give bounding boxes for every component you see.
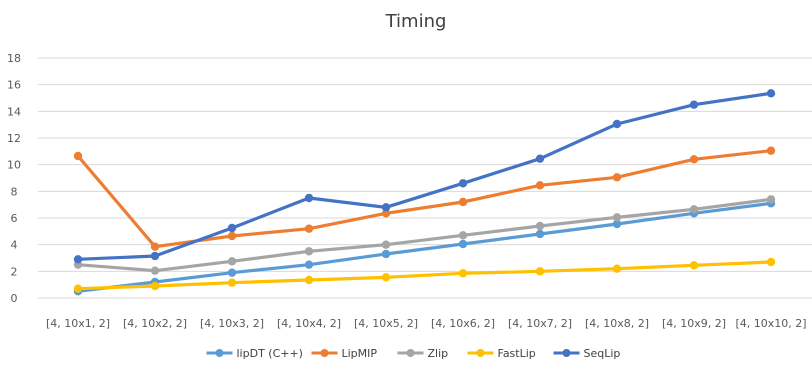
data-point bbox=[304, 275, 314, 285]
data-point bbox=[535, 154, 545, 163]
x-tick-label: [4, 10x1, 2] bbox=[46, 317, 110, 330]
series-fastlip bbox=[73, 257, 776, 293]
legend[interactable]: lipDT (C++) LipMIP Zlip FastLip SeqLip bbox=[206, 347, 621, 360]
x-tick-label: [4, 10x10, 2] bbox=[735, 317, 806, 330]
y-tick-label: 10 bbox=[7, 159, 21, 172]
x-tick-label: [4, 10x7, 2] bbox=[508, 317, 572, 330]
legend-label: LipMIP bbox=[342, 347, 378, 360]
series-zlip bbox=[73, 195, 776, 275]
chart-title: Timing bbox=[385, 11, 447, 32]
data-point bbox=[689, 205, 699, 214]
x-tick-label: [4, 10x4, 2] bbox=[277, 317, 341, 330]
data-point bbox=[227, 278, 237, 287]
data-point bbox=[227, 231, 237, 241]
x-tick-label: [4, 10x9, 2] bbox=[662, 317, 726, 330]
x-tick-label: [4, 10x5, 2] bbox=[354, 317, 418, 330]
data-point bbox=[689, 100, 699, 109]
y-tick-label: 8 bbox=[11, 185, 18, 198]
legend-marker-swatch bbox=[406, 349, 415, 357]
data-point bbox=[381, 209, 391, 218]
legend-marker-swatch bbox=[215, 349, 224, 357]
y-tick-label: 12 bbox=[7, 132, 21, 145]
data-point bbox=[689, 261, 699, 270]
y-tick-label: 14 bbox=[7, 105, 21, 118]
data-point bbox=[766, 257, 776, 267]
legend-label: Zlip bbox=[428, 347, 449, 360]
data-point bbox=[612, 213, 622, 222]
legend-label: FastLip bbox=[498, 347, 536, 360]
data-point bbox=[304, 193, 314, 203]
data-point bbox=[304, 247, 314, 256]
data-point bbox=[458, 179, 468, 188]
x-tick-label: [4, 10x8, 2] bbox=[585, 317, 649, 330]
y-tick-label: 4 bbox=[11, 239, 18, 252]
legend-item[interactable]: lipDT (C++) bbox=[206, 347, 303, 360]
data-point bbox=[612, 173, 622, 182]
data-point bbox=[381, 240, 391, 249]
data-point bbox=[535, 229, 545, 239]
data-point bbox=[458, 269, 468, 278]
legend-item[interactable]: LipMIP bbox=[311, 347, 378, 360]
data-point bbox=[766, 195, 776, 204]
data-point bbox=[73, 255, 83, 264]
data-point bbox=[73, 151, 83, 161]
data-point bbox=[689, 155, 699, 164]
data-point bbox=[304, 260, 314, 269]
x-axis: [4, 10x1, 2] [4, 10x2, 2] [4, 10x3, 2] [4, … bbox=[46, 317, 807, 330]
data-point bbox=[535, 221, 545, 231]
data-point bbox=[381, 203, 391, 212]
data-point bbox=[227, 257, 237, 266]
data-point bbox=[612, 264, 622, 273]
data-point bbox=[612, 219, 622, 229]
y-tick-label: 18 bbox=[7, 52, 21, 65]
series-line bbox=[76, 91, 773, 261]
data-point bbox=[150, 266, 160, 275]
legend-item[interactable]: FastLip bbox=[467, 347, 536, 360]
data-point bbox=[73, 284, 83, 293]
data-point bbox=[150, 251, 160, 261]
series-lipmip bbox=[73, 146, 776, 251]
data-point bbox=[535, 267, 545, 276]
y-tick-label: 16 bbox=[7, 79, 21, 92]
data-point bbox=[150, 242, 160, 251]
series-seqlip bbox=[73, 89, 776, 264]
legend-item[interactable]: SeqLip bbox=[553, 347, 621, 360]
data-point bbox=[535, 181, 545, 190]
y-tick-label: 0 bbox=[11, 292, 18, 305]
legend-label: SeqLip bbox=[584, 347, 621, 360]
data-point bbox=[766, 89, 776, 98]
series-line bbox=[76, 260, 773, 291]
y-axis: 0 2 4 6 8 10 12 14 16 18 bbox=[7, 52, 21, 305]
data-point bbox=[227, 223, 237, 233]
legend-marker-swatch bbox=[562, 349, 571, 357]
series-lines bbox=[73, 89, 776, 296]
data-point bbox=[150, 281, 160, 291]
legend-item[interactable]: Zlip bbox=[397, 347, 449, 360]
data-point bbox=[458, 239, 468, 249]
legend-label: lipDT (C++) bbox=[237, 347, 303, 360]
legend-marker-swatch bbox=[476, 349, 485, 357]
x-tick-label: [4, 10x2, 2] bbox=[123, 317, 187, 330]
data-point bbox=[381, 273, 391, 282]
data-point bbox=[612, 119, 622, 129]
x-tick-label: [4, 10x6, 2] bbox=[431, 317, 495, 330]
data-point bbox=[766, 146, 776, 155]
y-tick-label: 6 bbox=[11, 212, 18, 225]
data-point bbox=[227, 268, 237, 277]
series-line bbox=[76, 201, 773, 293]
data-point bbox=[381, 249, 391, 259]
x-tick-label: [4, 10x3, 2] bbox=[200, 317, 264, 330]
legend-marker-swatch bbox=[320, 349, 329, 357]
data-point bbox=[304, 224, 314, 233]
y-tick-label: 2 bbox=[11, 265, 18, 278]
data-point bbox=[458, 231, 468, 240]
data-point bbox=[458, 197, 468, 207]
series-line bbox=[76, 197, 773, 273]
